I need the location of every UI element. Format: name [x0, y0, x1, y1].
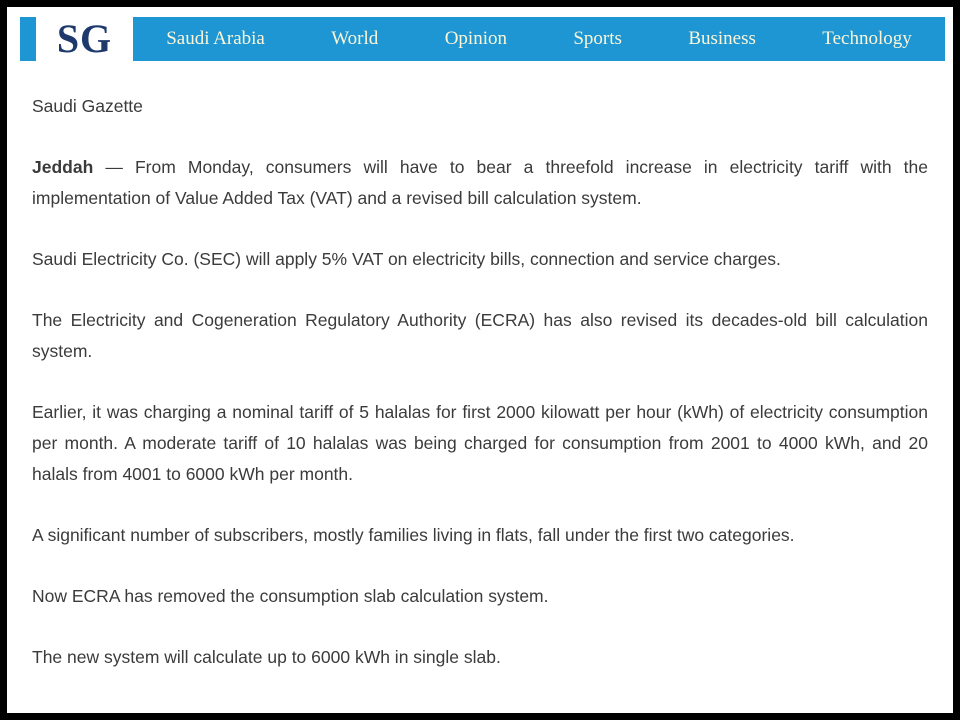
source-name: Saudi Gazette — [32, 96, 143, 116]
article-paragraph-2: Saudi Electricity Co. (SEC) will apply 5… — [32, 249, 781, 269]
site-logo-text: SG — [56, 15, 113, 61]
article-paragraph-6: Now ECRA has removed the consumption sla… — [32, 586, 549, 606]
nav-item-opinion[interactable]: Opinion — [444, 28, 507, 49]
nav-item-sports[interactable]: Sports — [573, 28, 622, 49]
paragraph-text: — From Monday, consumers will have to be… — [32, 157, 928, 208]
article-paragraph-5: A significant number of subscribers, mos… — [32, 525, 795, 545]
primary-nav: Saudi Arabia World Opinion Sports Busine… — [133, 17, 945, 61]
dateline: Jeddah — [32, 157, 94, 177]
article-body: Saudi Gazette Jeddah — From Monday, cons… — [7, 61, 953, 673]
nav-item-world[interactable]: World — [331, 28, 379, 49]
article-paragraph-3: The Electricity and Cogeneration Regulat… — [32, 310, 928, 361]
top-navbar: SG Saudi Arabia World Opinion Sports Bus… — [20, 9, 945, 67]
article-paragraph-4: Earlier, it was charging a nominal tarif… — [32, 402, 928, 484]
article-paragraph-1: Jeddah — From Monday, consumers will hav… — [32, 152, 928, 214]
site-logo[interactable]: SG — [36, 9, 133, 67]
nav-item-business[interactable]: Business — [688, 28, 756, 49]
nav-item-technology[interactable]: Technology — [822, 28, 912, 49]
nav-item-saudi-arabia[interactable]: Saudi Arabia — [166, 28, 265, 49]
article-paragraph-7: The new system will calculate up to 6000… — [32, 647, 501, 667]
